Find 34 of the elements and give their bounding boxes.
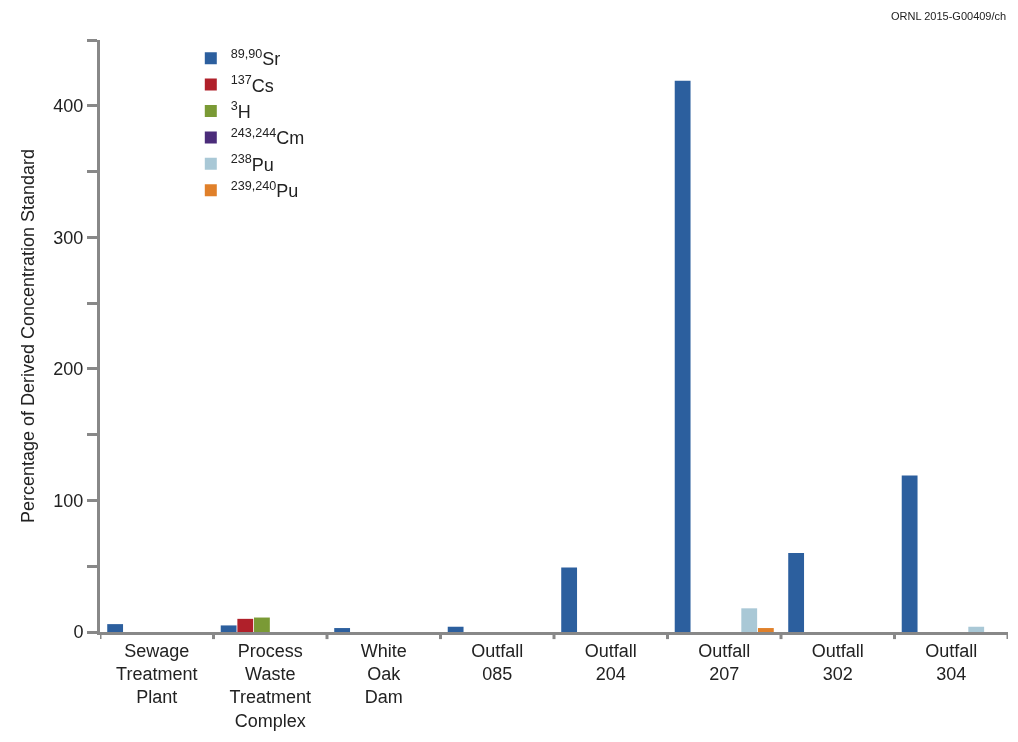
legend-label: $^{239,240}$Pu <box>230 178 299 202</box>
bar <box>220 625 237 632</box>
x-tick-label: Outfall 302 <box>811 640 864 684</box>
y-tick-label: 400 <box>53 96 84 117</box>
x-tick-label: Outfall 207 <box>698 640 751 684</box>
bar <box>674 80 691 632</box>
x-tick-label: White Oak Dam <box>360 640 407 708</box>
x-tick-label: Outfall 304 <box>925 640 978 684</box>
bar <box>968 626 985 632</box>
bar <box>447 626 464 632</box>
y-tick-label: 0 <box>73 622 84 643</box>
bar <box>757 628 774 632</box>
bar <box>334 628 351 632</box>
x-tick-label: Outfall 204 <box>584 640 637 684</box>
legend-label: $^{137}$Cs <box>230 73 274 96</box>
x-tick-label: Sewage Treatment Plant <box>116 640 198 708</box>
legend-label: $^{89,90}$Sr <box>230 46 281 70</box>
bar <box>788 553 805 632</box>
legend-label: $^{238}$Pu <box>230 152 274 175</box>
y-tick-label: 100 <box>53 490 84 511</box>
bar <box>107 624 124 632</box>
y-tick-label: 200 <box>53 359 84 380</box>
bar <box>254 617 270 632</box>
legend-label: $^{243,244}$Cm <box>230 125 305 149</box>
bar <box>741 608 758 632</box>
x-tick-label: Outfall 085 <box>471 640 524 684</box>
legend-label: $^{3}$H <box>230 99 251 123</box>
x-tick-label: Process Waste Treatment Complex <box>229 640 311 731</box>
bar <box>237 618 254 632</box>
y-axis-title: Percentage of Derived Concentration Standard <box>17 148 38 524</box>
text: ORNL 2015-G00409/ch <box>891 10 1007 22</box>
bar <box>561 567 578 632</box>
bar <box>901 475 918 632</box>
y-tick-label: 300 <box>53 227 84 248</box>
